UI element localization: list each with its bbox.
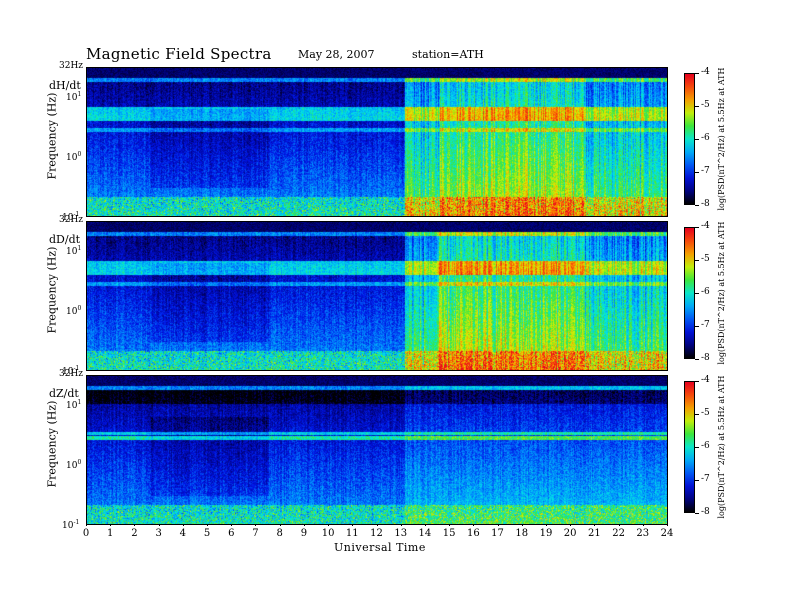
x-axis-label: Universal Time — [334, 541, 426, 554]
spectrogram-panel-3 — [86, 375, 668, 525]
x-tick-label: 20 — [563, 528, 577, 539]
colorbar-tick-label: -4 — [701, 67, 710, 77]
x-tick-label: 24 — [660, 528, 674, 539]
spectrogram-image — [87, 376, 667, 524]
y-axis-label: Frequency (Hz) — [45, 246, 59, 334]
colorbar-tick-label: -8 — [701, 199, 710, 209]
colorbar — [684, 73, 695, 205]
x-tick-label: 12 — [370, 528, 383, 539]
chart-title: Magnetic Field Spectra — [86, 45, 272, 63]
y-tick-label: 101 — [66, 399, 82, 412]
colorbar-tick-mark — [695, 205, 699, 206]
x-tick-label: 13 — [394, 528, 408, 539]
colorbar-tick-label: -5 — [701, 254, 710, 264]
colorbar-tick-mark — [695, 381, 699, 382]
y-tick-label: 100 — [66, 305, 82, 318]
x-tick-label: 8 — [276, 528, 283, 539]
x-tick-label: 16 — [466, 528, 480, 539]
y-tick-label: 10-1 — [62, 365, 80, 377]
colorbar-label: log(PSD(nT^2/Hz) at 5.5Hz at ATH — [717, 375, 726, 519]
x-tick-label: 1 — [107, 528, 114, 539]
colorbar-tick-mark — [695, 172, 699, 173]
x-tick-label: 15 — [442, 528, 456, 539]
colorbar-tick-mark — [695, 139, 699, 140]
x-tick-label: 0 — [82, 528, 90, 539]
colorbar-tick-label: -7 — [701, 166, 710, 176]
colorbar — [684, 227, 695, 359]
date-label: May 28, 2007 — [298, 48, 375, 61]
colorbar-tick-mark — [695, 447, 699, 448]
y-tick-label: 32Hz — [59, 369, 84, 379]
panel-label: dZ/dt — [49, 387, 79, 400]
x-tick-label: 7 — [252, 528, 259, 539]
colorbar-tick-label: -6 — [701, 133, 710, 143]
colorbar-tick-mark — [695, 480, 699, 481]
spectrogram-image — [87, 68, 667, 216]
y-tick-label: 10-1 — [62, 519, 80, 531]
spectrogram-panel-2 — [86, 221, 668, 371]
y-tick-label: 32Hz — [59, 215, 84, 225]
colorbar-tick-mark — [695, 414, 699, 415]
x-tick-label: 18 — [515, 528, 529, 539]
x-tick-label: 5 — [203, 528, 211, 539]
y-tick-label: 101 — [66, 245, 82, 258]
colorbar-tick-mark — [695, 326, 699, 327]
colorbar-tick-label: -8 — [701, 353, 710, 363]
colorbar-tick-mark — [695, 513, 699, 514]
x-tick-label: 4 — [179, 528, 187, 539]
x-tick-label: 21 — [588, 528, 601, 539]
colorbar — [684, 381, 695, 513]
colorbar-label: log(PSD(nT^2/Hz) at 5.5Hz at ATH — [717, 67, 726, 211]
colorbar-tick-label: -4 — [701, 375, 710, 385]
station-label: station=ATH — [412, 48, 484, 61]
y-tick-label: 100 — [66, 459, 82, 472]
colorbar-tick-mark — [695, 106, 699, 107]
y-tick-label: 101 — [66, 91, 82, 104]
colorbar-tick-mark — [695, 73, 699, 74]
colorbar-tick-mark — [695, 359, 699, 360]
x-tick-label: 2 — [131, 528, 138, 539]
x-tick-label: 14 — [418, 528, 432, 539]
y-axis-label: Frequency (Hz) — [45, 400, 59, 488]
y-tick-label: 10-1 — [62, 211, 80, 223]
x-tick-label: 3 — [155, 528, 162, 539]
colorbar-tick-label: -6 — [701, 287, 710, 297]
spectrogram-panel-1 — [86, 67, 668, 217]
x-tick-label: 6 — [228, 528, 235, 539]
x-tick-label: 23 — [636, 528, 650, 539]
x-tick-label: 17 — [491, 528, 504, 539]
x-tick-label: 22 — [612, 528, 625, 539]
colorbar-tick-label: -7 — [701, 474, 710, 484]
colorbar-tick-mark — [695, 260, 699, 261]
panel-label: dH/dt — [49, 79, 81, 92]
colorbar-tick-label: -7 — [701, 320, 710, 330]
x-tick-label: 10 — [321, 528, 335, 539]
y-axis-label: Frequency (Hz) — [45, 92, 59, 180]
x-tick-label: 9 — [300, 528, 308, 539]
colorbar-tick-mark — [695, 227, 699, 228]
colorbar-tick-label: -4 — [701, 221, 710, 231]
x-tick-label: 19 — [539, 528, 553, 539]
y-tick-label: 32Hz — [59, 61, 84, 71]
colorbar-tick-label: -5 — [701, 408, 710, 418]
panel-label: dD/dt — [49, 233, 81, 246]
x-tick-label: 11 — [345, 528, 359, 539]
spectrogram-image — [87, 222, 667, 370]
colorbar-tick-mark — [695, 293, 699, 294]
colorbar-label: log(PSD(nT^2/Hz) at 5.5Hz at ATH — [717, 221, 726, 365]
y-tick-label: 100 — [66, 151, 82, 164]
colorbar-tick-label: -6 — [701, 441, 710, 451]
colorbar-tick-label: -8 — [701, 507, 710, 517]
colorbar-tick-label: -5 — [701, 100, 710, 110]
